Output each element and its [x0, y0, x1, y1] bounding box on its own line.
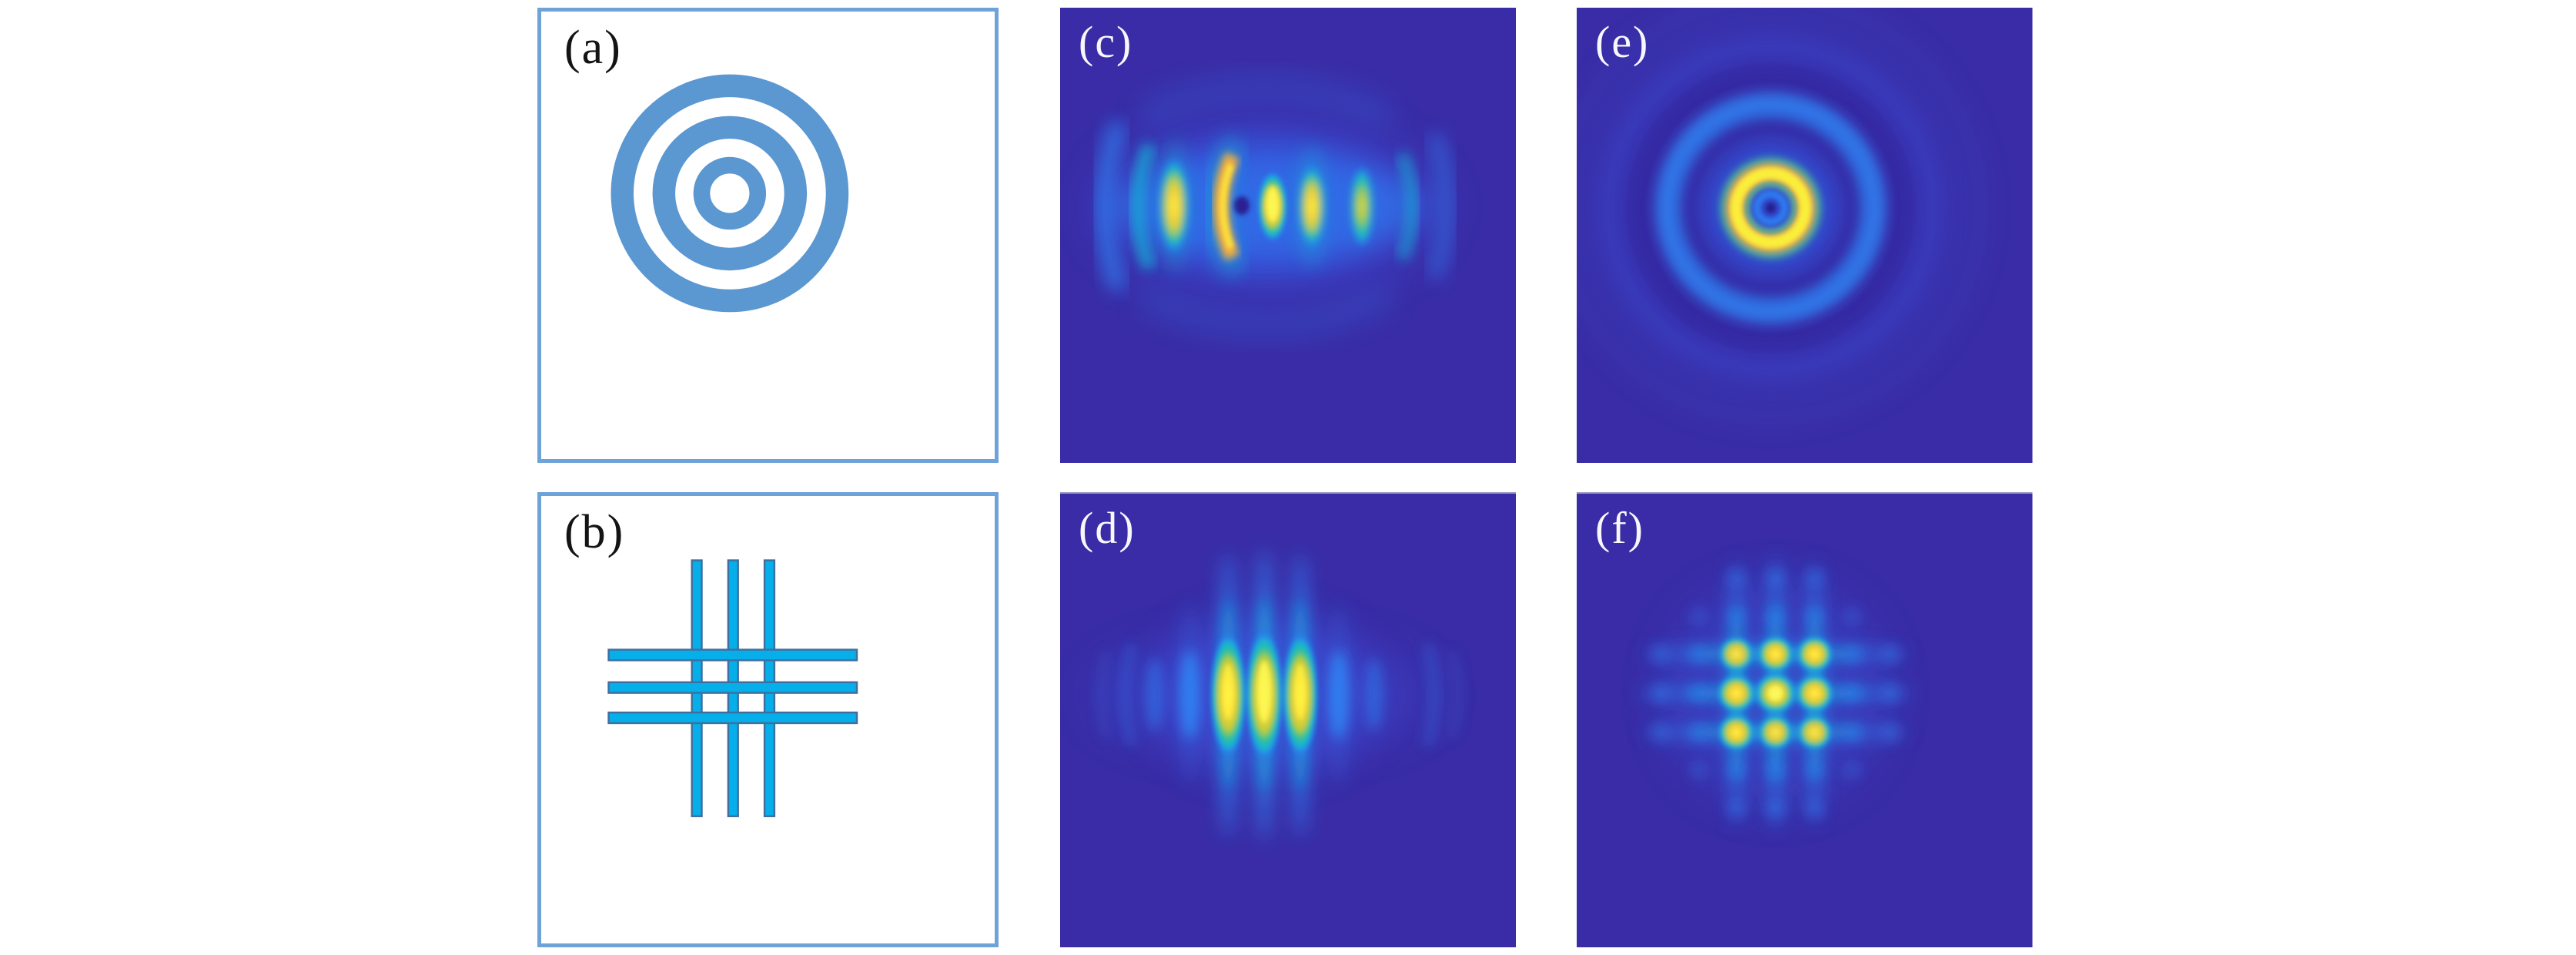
- diffraction-pattern-f-graphic: [1638, 556, 1912, 830]
- panel-label-d: (d): [1079, 503, 1136, 553]
- panel-label-b: (b): [564, 506, 625, 558]
- concentric-rings-aperture-graphic: [611, 74, 849, 313]
- panel-c: (c): [1060, 8, 1516, 463]
- panel-f: (f): [1577, 492, 2032, 947]
- panel-label-e: (e): [1595, 17, 1650, 67]
- panel-b: (b): [537, 492, 999, 947]
- panel-label-a: (a): [564, 22, 622, 74]
- diffraction-pattern-e-graphic: [1577, 8, 1983, 421]
- panel-label-c: (c): [1079, 17, 1133, 67]
- diffraction-pattern-c-graphic: [1092, 76, 1454, 337]
- panel-label-f: (f): [1595, 503, 1644, 553]
- crossed-bars-aperture-graphic: [607, 559, 858, 818]
- panel-e: (e): [1577, 8, 2032, 463]
- diffraction-pattern-d-graphic: [1089, 548, 1462, 841]
- panel-a: (a): [537, 8, 999, 463]
- panel-d: (d): [1060, 492, 1516, 947]
